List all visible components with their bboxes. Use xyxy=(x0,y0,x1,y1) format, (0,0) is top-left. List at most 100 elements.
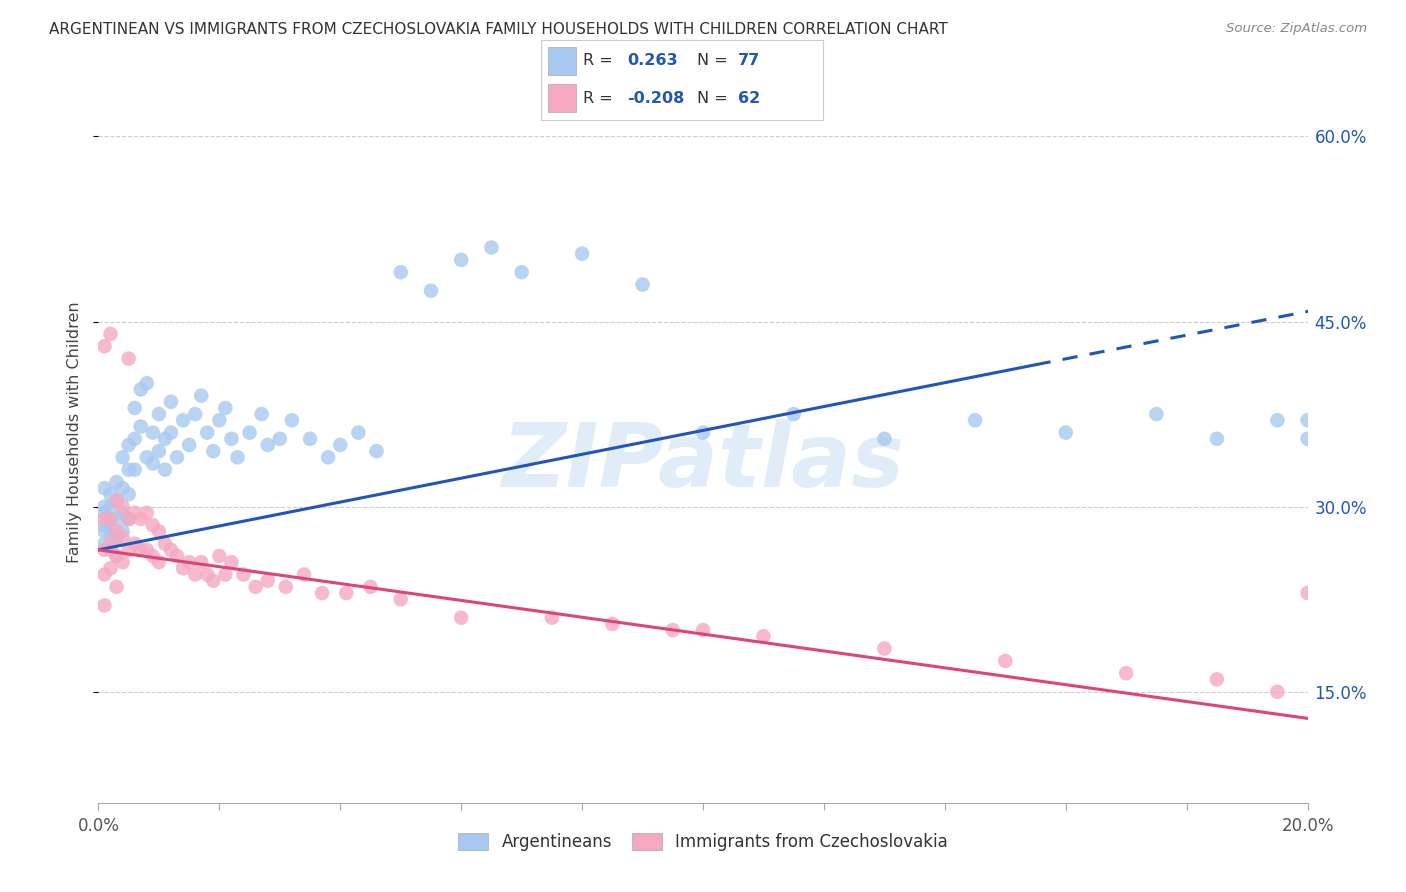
Point xyxy=(292,567,315,582)
Bar xyxy=(548,46,576,75)
Point xyxy=(366,444,388,458)
Point xyxy=(274,580,297,594)
Point xyxy=(571,246,593,260)
Point xyxy=(100,561,122,575)
Point xyxy=(148,444,170,458)
Text: 77: 77 xyxy=(738,54,761,68)
Point xyxy=(335,586,357,600)
Point xyxy=(118,351,141,366)
Text: ZIPatlas: ZIPatlas xyxy=(502,418,904,506)
Point xyxy=(195,567,218,582)
Point xyxy=(1296,413,1319,427)
Point xyxy=(631,277,654,292)
Point xyxy=(311,586,333,600)
Point xyxy=(269,432,291,446)
Point xyxy=(661,623,683,637)
Point xyxy=(100,512,122,526)
Point xyxy=(118,487,141,501)
Point xyxy=(100,536,122,550)
Point xyxy=(1115,666,1137,681)
Point xyxy=(190,389,212,403)
Point xyxy=(142,425,165,440)
Point xyxy=(1296,432,1319,446)
Point xyxy=(232,567,254,582)
Point xyxy=(105,580,128,594)
Point xyxy=(105,549,128,563)
Point xyxy=(256,574,278,588)
Point xyxy=(602,616,624,631)
Point xyxy=(1144,407,1167,421)
Point xyxy=(105,524,128,539)
Point xyxy=(389,265,412,279)
Point xyxy=(184,407,207,421)
Point xyxy=(118,438,141,452)
Point xyxy=(111,524,134,539)
Point xyxy=(135,542,157,557)
Point xyxy=(994,654,1017,668)
Point xyxy=(540,611,562,625)
Point xyxy=(100,542,122,557)
Point xyxy=(148,524,170,539)
Point xyxy=(166,450,188,465)
Point xyxy=(692,623,714,637)
Point xyxy=(111,500,134,514)
Point xyxy=(142,518,165,533)
Text: Source: ZipAtlas.com: Source: ZipAtlas.com xyxy=(1226,22,1367,36)
Point xyxy=(873,641,896,656)
Point xyxy=(111,506,134,520)
Point xyxy=(208,413,231,427)
Point xyxy=(450,252,472,267)
Point xyxy=(347,425,370,440)
Point xyxy=(124,432,146,446)
Point xyxy=(873,432,896,446)
Point xyxy=(160,542,183,557)
Point xyxy=(118,512,141,526)
Point xyxy=(111,531,134,545)
Point xyxy=(129,419,152,434)
Legend: Argentineans, Immigrants from Czechoslovakia: Argentineans, Immigrants from Czechoslov… xyxy=(451,826,955,857)
Point xyxy=(105,475,128,489)
Point xyxy=(124,506,146,520)
Point xyxy=(129,542,152,557)
Point xyxy=(142,457,165,471)
Point xyxy=(111,555,134,569)
Point xyxy=(160,394,183,409)
Point xyxy=(172,561,194,575)
Point xyxy=(1054,425,1077,440)
Point xyxy=(783,407,806,421)
Point xyxy=(214,401,236,415)
Point xyxy=(93,536,115,550)
Point xyxy=(93,500,115,514)
Point xyxy=(93,542,115,557)
Point xyxy=(93,599,115,613)
Point xyxy=(124,401,146,415)
Point xyxy=(124,536,146,550)
Point xyxy=(256,438,278,452)
Point xyxy=(450,611,472,625)
Point xyxy=(148,555,170,569)
Point xyxy=(100,524,122,539)
Point xyxy=(105,512,128,526)
Point xyxy=(135,376,157,391)
Point xyxy=(93,524,115,539)
Point xyxy=(105,549,128,563)
Point xyxy=(481,240,503,255)
Text: ARGENTINEAN VS IMMIGRANTS FROM CZECHOSLOVAKIA FAMILY HOUSEHOLDS WITH CHILDREN CO: ARGENTINEAN VS IMMIGRANTS FROM CZECHOSLO… xyxy=(49,22,948,37)
Point xyxy=(420,284,443,298)
Point xyxy=(100,326,122,341)
Point xyxy=(100,487,122,501)
Bar xyxy=(548,85,576,112)
Point xyxy=(1296,586,1319,600)
Point xyxy=(221,432,243,446)
Point xyxy=(692,425,714,440)
Point xyxy=(100,500,122,514)
Point xyxy=(510,265,533,279)
Text: N =: N = xyxy=(697,91,734,106)
Point xyxy=(281,413,304,427)
Point xyxy=(135,506,157,520)
Point xyxy=(214,567,236,582)
Point xyxy=(166,549,188,563)
Point xyxy=(160,425,183,440)
Point xyxy=(239,425,262,440)
Point xyxy=(202,574,225,588)
